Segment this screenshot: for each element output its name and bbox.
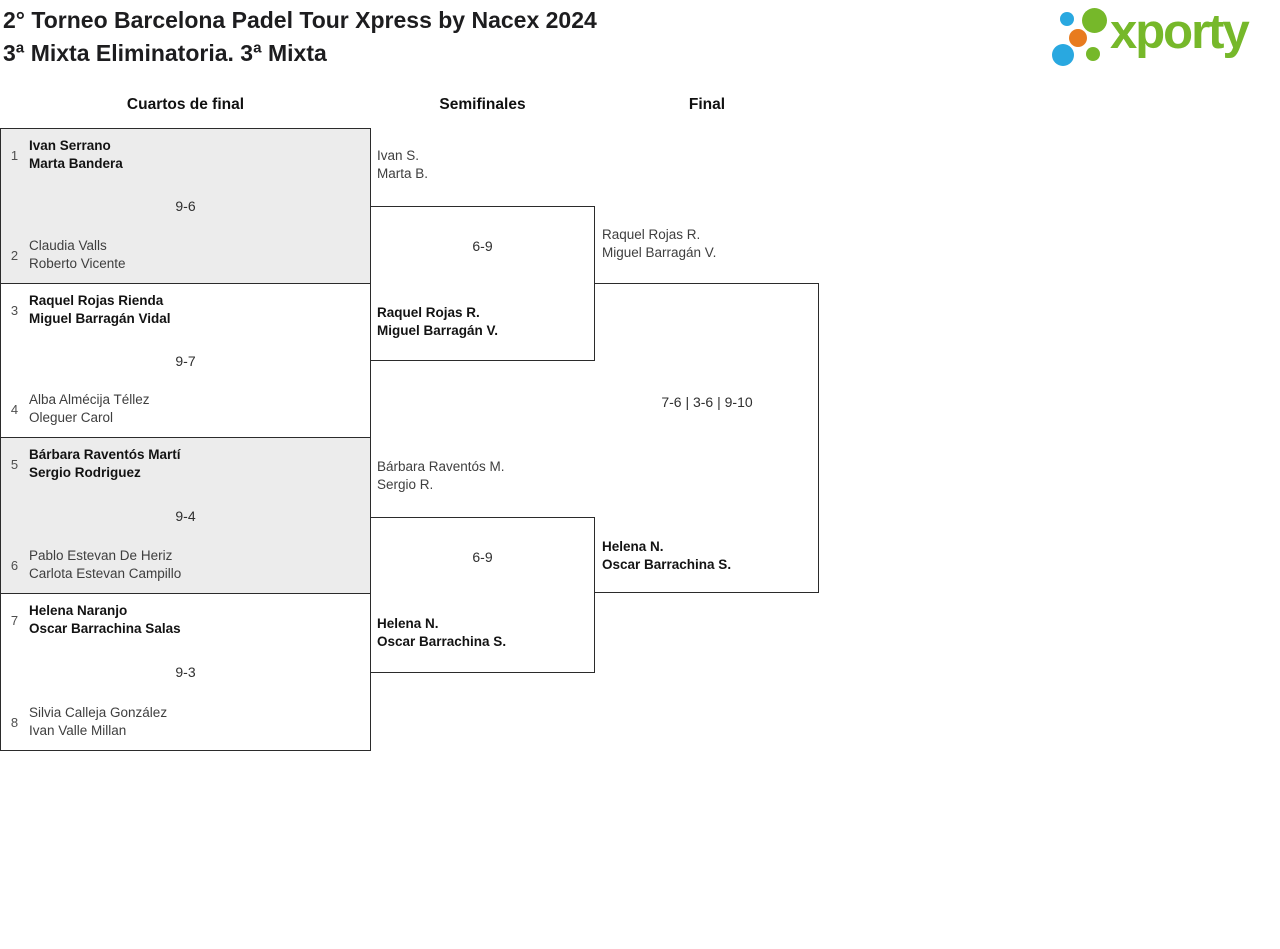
semifinal-2-team-bottom: Helena N. Oscar Barrachina S. [377,615,506,651]
seed-number: 3 [10,302,19,318]
match-semifinal-2[interactable]: 6-9 [370,517,595,673]
logo-dot-green-small-icon [1086,47,1100,61]
player-name: Miguel Barragán V. [602,245,717,260]
match-score: 6-9 [472,549,493,565]
logo-wordmark: xporty [1110,5,1250,59]
player-name: Ivan Serrano [29,138,111,153]
match-slot: 5 Bárbara Raventós Martí Sergio Rodrigue… [7,446,181,482]
team-names: Ivan Serrano Marta Bandera [29,137,123,173]
final-team-top: Raquel Rojas R. Miguel Barragán V. [602,226,716,262]
seed-number: 5 [10,456,19,472]
player-name: Ivan Valle Millan [29,723,127,738]
player-name: Pablo Estevan De Heriz [29,548,173,563]
seed-number: 6 [10,557,19,573]
player-name: Miguel Barragán Vidal [29,311,171,326]
match-score: 7-6 | 3-6 | 9-10 [661,394,753,410]
match-quarterfinal-4[interactable]: 7 Helena Naranjo Oscar Barrachina Salas … [0,593,371,751]
match-slot: 1 Ivan Serrano Marta Bandera [7,137,123,173]
match-quarterfinal-2[interactable]: 3 Raquel Rojas Rienda Miguel Barragán Vi… [0,283,371,438]
player-name: Oscar Barrachina S. [602,557,732,572]
match-score: 9-3 [175,664,196,680]
match-score: 9-4 [175,507,196,524]
player-name: Helena N. [602,539,664,554]
match-final[interactable] [595,283,819,593]
round-header-cuartos: Cuartos de final [126,96,245,113]
player-name: Alba Almécija Téllez [29,392,150,407]
seed-number: 8 [10,714,19,730]
seed-number: 7 [10,612,19,628]
player-name: Miguel Barragán V. [377,323,499,338]
round-header-final: Final [688,96,726,113]
player-name: Raquel Rojas R. [602,227,701,242]
player-name: Raquel Rojas R. [377,305,480,320]
category-subtitle: 3ª Mixta Eliminatoria. 3ª Mixta [3,40,327,66]
team-names: Helena Naranjo Oscar Barrachina Salas [29,602,181,638]
player-name: Oleguer Carol [29,410,114,425]
logo-dot-blue-large-icon [1052,44,1074,66]
match-slot: 8 Silvia Calleja González Ivan Valle Mil… [7,704,167,740]
match-slot: 6 Pablo Estevan De Heriz Carlota Estevan… [7,547,181,583]
player-name: Claudia Valls [29,238,107,253]
player-name: Ivan S. [377,148,420,163]
player-name: Marta Bandera [29,156,123,171]
match-quarterfinal-3[interactable]: 5 Bárbara Raventós Martí Sergio Rodrigue… [0,437,371,594]
team-names: Raquel Rojas Rienda Miguel Barragán Vida… [29,292,171,328]
player-name: Bárbara Raventós M. [377,459,505,474]
player-name: Oscar Barrachina S. [377,634,507,649]
semifinal-1-team-top: Ivan S. Marta B. [377,147,428,183]
match-slot: 2 Claudia Valls Roberto Vicente [7,237,126,273]
final-team-bottom: Helena N. Oscar Barrachina S. [602,538,731,574]
team-names: Alba Almécija Téllez Oleguer Carol [29,391,150,427]
player-name: Sergio Rodriguez [29,465,141,480]
player-name: Raquel Rojas Rienda [29,293,164,308]
team-names: Bárbara Raventós Martí Sergio Rodriguez [29,446,181,482]
semifinal-2-team-top: Bárbara Raventós M. Sergio R. [377,458,505,494]
logo-dot-blue-small-icon [1060,12,1074,26]
player-name: Bárbara Raventós Martí [29,447,181,462]
tournament-title: 2° Torneo Barcelona Padel Tour Xpress by… [3,7,597,33]
player-name: Oscar Barrachina Salas [29,621,181,636]
seed-number: 4 [10,401,19,417]
player-name: Helena N. [377,616,439,631]
seed-number: 1 [10,147,19,163]
player-name: Helena Naranjo [29,603,128,618]
seed-number: 2 [10,247,19,263]
semifinal-1-team-bottom: Raquel Rojas R. Miguel Barragán V. [377,304,498,340]
match-score: 6-9 [472,238,493,254]
team-names: Pablo Estevan De Heriz Carlota Estevan C… [29,547,181,583]
round-header-semifinales: Semifinales [439,96,526,113]
match-slot: 4 Alba Almécija Téllez Oleguer Carol [7,391,150,427]
player-name: Silvia Calleja González [29,705,168,720]
match-score: 9-6 [175,198,196,214]
team-names: Claudia Valls Roberto Vicente [29,237,126,273]
player-name: Sergio R. [377,477,434,492]
page-title: 2° Torneo Barcelona Padel Tour Xpress by… [3,4,597,70]
match-slot: 3 Raquel Rojas Rienda Miguel Barragán Vi… [7,292,171,328]
match-slot: 7 Helena Naranjo Oscar Barrachina Salas [7,602,181,638]
team-names: Silvia Calleja González Ivan Valle Milla… [29,704,167,740]
match-score: 9-7 [175,352,196,369]
logo-dot-orange-icon [1069,29,1087,47]
match-semifinal-1[interactable]: 6-9 [370,206,595,361]
match-quarterfinal-1[interactable]: 1 Ivan Serrano Marta Bandera 9-6 2 Claud… [0,128,371,284]
player-name: Marta B. [377,166,429,181]
player-name: Roberto Vicente [29,256,126,271]
logo-dot-green-large-icon [1082,8,1107,33]
player-name: Carlota Estevan Campillo [29,566,182,581]
